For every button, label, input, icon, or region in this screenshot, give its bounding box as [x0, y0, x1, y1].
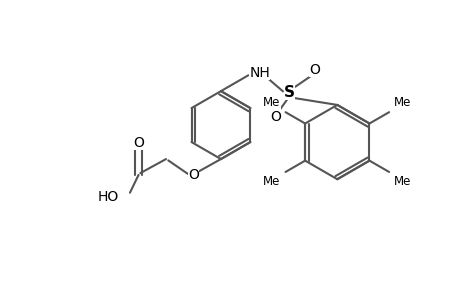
Text: HO: HO — [98, 190, 119, 204]
Text: O: O — [188, 168, 198, 182]
Text: NH: NH — [249, 66, 269, 80]
Text: S: S — [284, 85, 295, 100]
Text: Me: Me — [393, 97, 410, 110]
Text: O: O — [308, 63, 319, 76]
Text: O: O — [270, 110, 281, 124]
Text: O: O — [133, 136, 144, 150]
Text: Me: Me — [263, 175, 280, 188]
Text: Me: Me — [263, 97, 280, 110]
Text: Me: Me — [393, 175, 410, 188]
